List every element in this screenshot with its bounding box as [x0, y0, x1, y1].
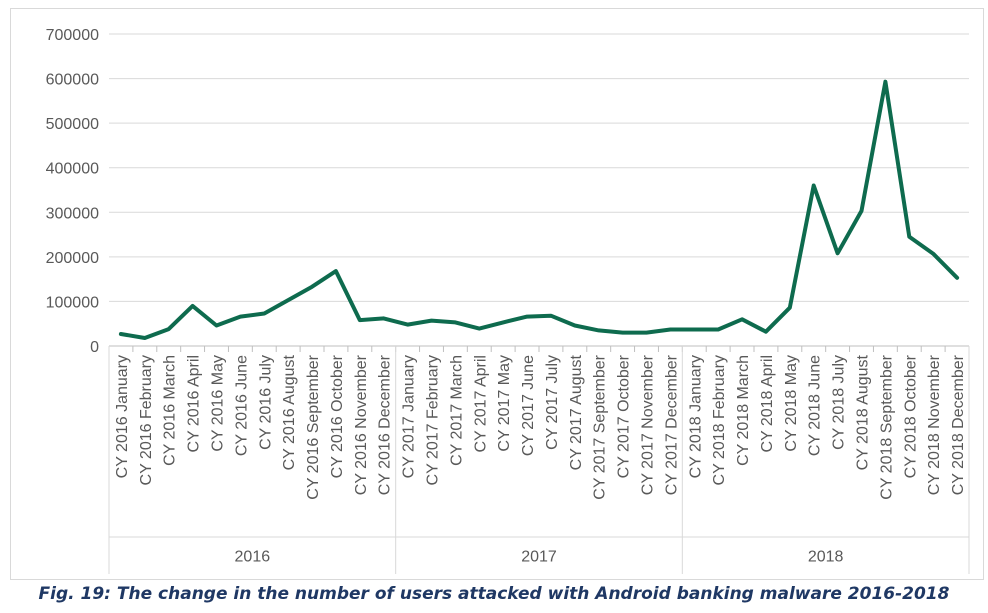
x-tick-label: CY 2017 August — [568, 354, 585, 470]
x-tick-label: CY 2017 June — [520, 355, 537, 456]
x-axis: CY 2016 January CY 2016 February CY 2016 M… — [108, 345, 970, 574]
data-point — [836, 251, 840, 255]
series-line — [118, 79, 960, 340]
data-point — [621, 331, 625, 335]
figure-caption: Fig. 19: The change in the number of use… — [38, 584, 950, 604]
data-point — [143, 336, 147, 340]
x-tick-label: CY 2017 April — [472, 355, 489, 453]
data-point — [119, 332, 123, 336]
x-tick-label: CY 2017 January — [401, 355, 418, 478]
x-tick-label: CY 2017 November — [640, 354, 657, 495]
x-tick-label: CY 2018 February — [711, 355, 728, 485]
x-tick-label: CY 2016 May — [210, 355, 227, 452]
data-point — [549, 314, 553, 318]
y-tick-label: 500000 — [46, 116, 99, 133]
gridlines — [109, 33, 969, 302]
y-tick-label: 0 — [90, 339, 99, 356]
x-tick-label: CY 2016 February — [138, 355, 155, 485]
data-point — [573, 323, 577, 327]
y-tick-label: 700000 — [46, 27, 99, 44]
data-point — [430, 319, 434, 323]
data-point — [955, 276, 959, 280]
x-tick-label: CY 2016 July — [257, 355, 274, 450]
data-point — [358, 318, 362, 322]
y-tick-label: 300000 — [46, 205, 99, 222]
data-point — [907, 235, 911, 239]
data-point — [191, 304, 195, 308]
data-point — [740, 317, 744, 321]
y-axis-ticks: 0 100000 200000 300000 400000 500000 600000 700… — [46, 27, 99, 356]
data-point — [382, 316, 386, 320]
x-tick-label: CY 2017 July — [544, 355, 561, 450]
y-tick-label: 100000 — [46, 294, 99, 311]
data-point — [525, 315, 529, 319]
data-point — [883, 80, 887, 84]
x-tick-label: CY 2017 March — [448, 355, 465, 466]
x-tick-label: CY 2016 November — [353, 354, 370, 495]
year-group-label: 2018 — [808, 549, 844, 566]
x-tick-label: CY 2016 April — [186, 355, 203, 453]
x-tick-label: CY 2018 August — [855, 354, 872, 470]
x-tick-label: CY 2017 February — [425, 355, 442, 485]
data-point — [788, 306, 792, 310]
x-tick-label: CY 2018 October — [902, 354, 919, 478]
data-point — [406, 323, 410, 327]
x-tick-label: CY 2018 September — [878, 354, 895, 499]
data-point — [692, 328, 696, 332]
data-point — [716, 328, 720, 332]
data-point — [167, 327, 171, 331]
data-point — [931, 252, 935, 256]
x-tick-label: CY 2018 May — [783, 355, 800, 452]
y-tick-label: 600000 — [46, 72, 99, 89]
data-point — [286, 298, 290, 302]
x-tick-label: CY 2018 April — [759, 355, 776, 453]
year-group-label: 2017 — [521, 549, 557, 566]
x-tick-label: CY 2018 March — [735, 355, 752, 466]
x-tick-label: CY 2016 January — [114, 355, 131, 478]
year-group-label: 2016 — [235, 549, 271, 566]
chart-frame: 0 100000 200000 300000 400000 500000 600000 700… — [10, 8, 984, 580]
x-tick-label: CY 2016 September — [305, 354, 322, 499]
data-point — [310, 285, 314, 289]
x-tick-label: CY 2016 August — [281, 354, 298, 470]
data-point — [262, 311, 266, 315]
x-tick-label: CY 2016 March — [162, 355, 179, 466]
x-tick-label: CY 2017 October — [616, 354, 633, 478]
series-line-group — [118, 79, 960, 340]
x-tick-label: CY 2018 June — [807, 355, 824, 456]
x-tick-label: CY 2017 May — [496, 355, 513, 452]
x-tick-label: CY 2016 December — [377, 354, 394, 495]
x-tick-label: CY 2018 November — [926, 354, 943, 495]
line-chart: 0 100000 200000 300000 400000 500000 600000 700… — [46, 27, 970, 574]
data-point — [860, 209, 864, 213]
data-point — [238, 315, 242, 319]
data-point — [215, 323, 219, 327]
x-tick-label: CY 2017 September — [592, 354, 609, 499]
y-tick-label: 400000 — [46, 161, 99, 178]
data-point — [668, 328, 672, 332]
x-tick-label: CY 2018 January — [687, 355, 704, 478]
data-point — [334, 269, 338, 273]
data-point — [645, 331, 649, 335]
x-tick-label: CY 2018 July — [831, 355, 848, 450]
data-point — [764, 330, 768, 334]
data-point — [597, 328, 601, 332]
data-point — [453, 320, 457, 324]
x-tick-label: CY 2017 December — [663, 354, 680, 495]
y-tick-label: 200000 — [46, 250, 99, 267]
data-point — [501, 320, 505, 324]
data-point — [812, 184, 816, 188]
x-tick-label: CY 2016 October — [329, 354, 346, 478]
x-tick-label: CY 2018 December — [950, 354, 967, 495]
x-tick-label: CY 2016 June — [233, 355, 250, 456]
data-point — [477, 327, 481, 331]
